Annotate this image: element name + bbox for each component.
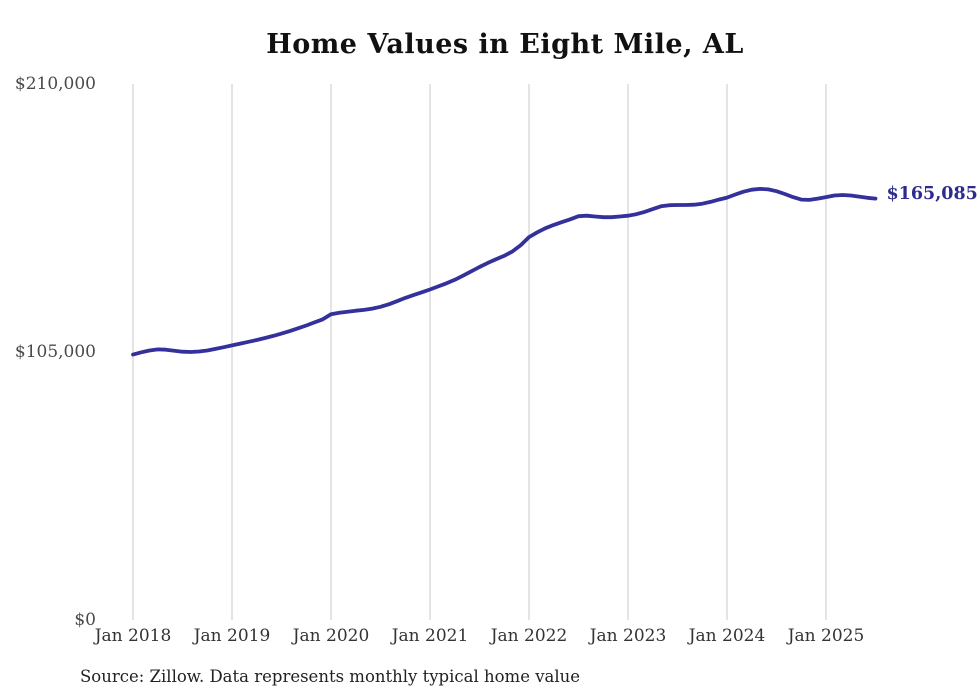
chart-title: Home Values in Eight Mile, AL (266, 29, 744, 60)
y-tick-label: $105,000 (14, 342, 96, 362)
x-tick-label: Jan 2024 (688, 626, 766, 646)
y-tick-label: $210,000 (14, 74, 96, 94)
x-tick-label: Jan 2020 (292, 626, 370, 646)
latest-value-label: $165,085 (886, 183, 978, 204)
home-value-series-line (131, 187, 878, 357)
x-tick-label: Jan 2023 (589, 626, 667, 646)
x-tick-label: Jan 2022 (490, 626, 568, 646)
x-tick-label: Jan 2025 (787, 626, 865, 646)
source-note: Source: Zillow. Data represents monthly … (80, 667, 581, 686)
x-tick-label: Jan 2021 (391, 626, 469, 646)
x-tick-label: Jan 2019 (193, 626, 271, 646)
x-tick-label: Jan 2018 (94, 626, 172, 646)
y-tick-label: $0 (74, 610, 96, 630)
